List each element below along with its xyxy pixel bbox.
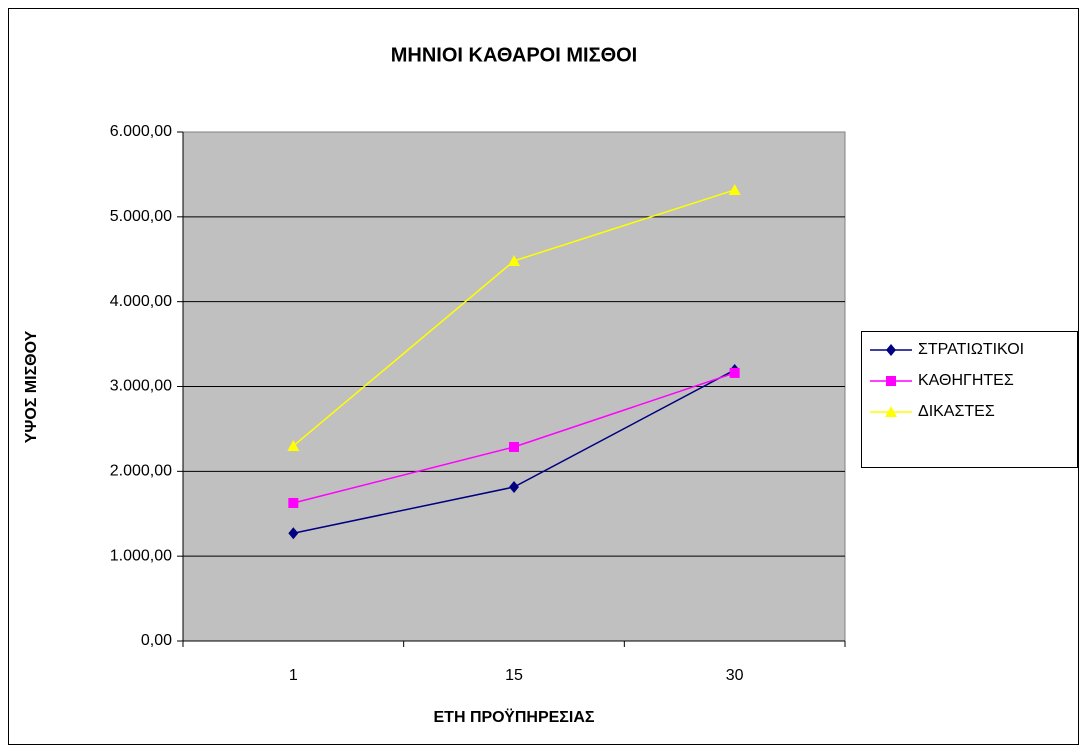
point — [288, 527, 299, 540]
x-tick-label: 30 — [726, 667, 744, 684]
point — [509, 441, 519, 452]
y-tick-label: 0,00 — [141, 632, 172, 649]
y-tick-label: 3.000,00 — [110, 378, 172, 395]
point — [729, 367, 740, 378]
y-tick-label: 2.000,00 — [110, 463, 172, 480]
point — [287, 439, 300, 451]
point — [509, 481, 519, 494]
x-tick-label: 15 — [505, 667, 523, 684]
legend-label: ΚΑΘΗΓΗΤΕΣ — [918, 372, 1014, 389]
x-axis-label: ΕΤΗ ΠΡΟΫΠΗΡΕΣΙΑΣ — [434, 708, 595, 726]
x-tick-label: 1 — [289, 667, 298, 684]
point — [508, 254, 520, 266]
legend-box — [861, 331, 1078, 468]
y-axis-label: ΥΨΟΣ ΜΙΣΘΟΥ — [23, 330, 40, 443]
point — [728, 183, 741, 195]
legend-marker — [886, 376, 896, 386]
legend-marker — [885, 406, 897, 417]
legend-marker — [886, 344, 896, 356]
legend-label: ΔΙΚΑΣΤΕΣ — [918, 403, 995, 420]
chart-title: ΜΗΝΙΟΙ ΚΑΘΑΡΟΙ ΜΙΣΘΟΙ — [391, 44, 637, 66]
y-tick-label: 1.000,00 — [110, 547, 172, 564]
y-tick-label: 6.000,00 — [110, 123, 172, 140]
legend-label: ΣΤΡΑΤΙΩΤΙΚΟΙ — [918, 341, 1024, 358]
y-tick-label: 4.000,00 — [110, 293, 172, 310]
point — [288, 497, 299, 508]
y-tick-label: 5.000,00 — [110, 208, 172, 225]
